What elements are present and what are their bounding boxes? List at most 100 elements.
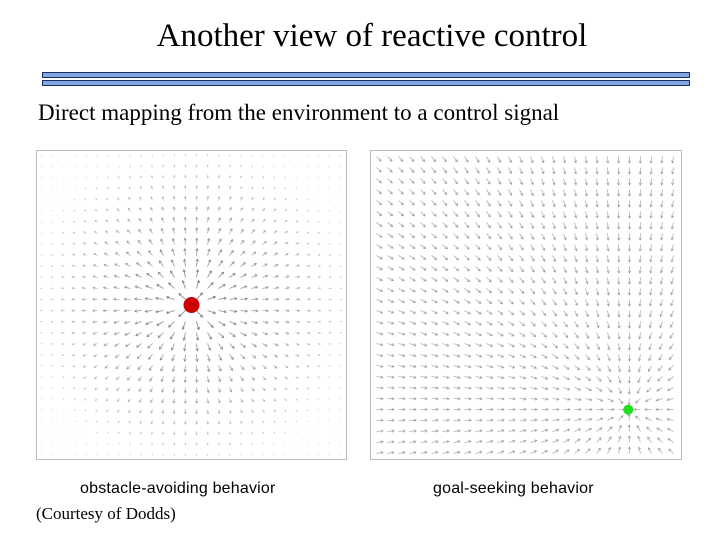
field-arrow xyxy=(530,222,534,229)
field-arrowhead xyxy=(306,420,308,422)
field-arrow xyxy=(671,211,674,218)
field-arrowhead xyxy=(306,431,308,433)
field-arrowhead xyxy=(596,303,600,307)
field-arrow xyxy=(442,451,449,454)
field-arrowhead xyxy=(206,227,210,231)
field-arrow xyxy=(530,398,538,400)
field-arrowhead xyxy=(306,453,308,455)
field-arrow xyxy=(376,167,382,173)
field-arrowhead xyxy=(468,365,472,369)
field-arrowhead xyxy=(446,407,450,412)
field-arrowhead xyxy=(318,376,321,379)
field-arrowhead xyxy=(92,264,96,267)
field-arrowhead xyxy=(262,443,264,445)
field-arrow xyxy=(475,233,481,239)
field-arrowhead xyxy=(476,170,480,174)
field-arrowhead xyxy=(128,432,131,435)
field-arrow xyxy=(671,189,674,196)
field-arrow xyxy=(273,230,277,234)
field-arrow xyxy=(398,288,405,292)
field-arrowhead xyxy=(476,214,480,218)
field-arrow xyxy=(497,451,504,454)
field-arrowhead xyxy=(457,386,461,390)
field-arrow xyxy=(251,186,254,190)
field-arrow xyxy=(647,376,652,383)
field-arrowhead xyxy=(490,407,494,412)
field-arrow xyxy=(409,299,416,303)
field-arrow xyxy=(317,210,320,212)
field-arrow xyxy=(585,418,592,421)
field-arrowhead xyxy=(402,397,406,401)
field-arrow xyxy=(530,178,534,185)
field-arrowhead xyxy=(136,250,140,254)
field-arrowhead xyxy=(72,376,75,379)
field-arrowhead xyxy=(103,331,107,335)
field-arrowhead xyxy=(172,195,176,199)
field-arrow xyxy=(596,343,600,350)
field-arrow xyxy=(62,232,65,234)
field-arrowhead xyxy=(573,171,578,175)
field-arrowhead xyxy=(173,454,176,457)
field-arrow xyxy=(306,398,309,401)
field-arrowhead xyxy=(617,259,621,263)
field-arrow xyxy=(40,354,43,356)
field-arrow xyxy=(453,365,460,368)
field-arrowhead xyxy=(522,355,527,358)
field-arrowhead xyxy=(118,175,120,178)
field-arrowhead xyxy=(62,387,64,389)
field-arrowhead xyxy=(273,443,275,445)
field-arrow xyxy=(508,321,514,326)
field-arrow xyxy=(431,441,438,443)
field-arrowhead xyxy=(617,171,621,175)
field-arrow xyxy=(409,354,416,357)
field-arrowhead xyxy=(339,409,342,411)
field-arrow xyxy=(95,187,98,190)
field-arrowhead xyxy=(576,448,581,452)
field-arrow xyxy=(607,332,610,339)
field-arrow xyxy=(339,376,341,378)
field-arrowhead xyxy=(534,407,538,412)
field-arrow xyxy=(85,420,87,422)
field-arrowhead xyxy=(195,269,200,273)
field-arrowhead xyxy=(263,354,268,358)
field-arrowhead xyxy=(413,451,417,455)
field-arrowhead xyxy=(669,346,673,350)
field-arrowhead xyxy=(123,309,127,313)
field-arrowhead xyxy=(531,247,535,251)
field-arrowhead xyxy=(339,221,342,223)
field-arrowhead xyxy=(638,204,642,208)
field-arrow xyxy=(387,310,394,314)
field-arrow xyxy=(229,376,233,382)
field-arrow xyxy=(650,233,652,240)
field-arrowhead xyxy=(627,160,632,164)
field-arrow xyxy=(273,155,275,157)
field-arrowhead xyxy=(317,409,320,411)
field-arrowhead xyxy=(51,210,54,212)
field-arrowhead xyxy=(478,311,482,315)
field-arrow xyxy=(52,155,54,157)
field-arrowhead xyxy=(328,155,330,157)
field-arrowhead xyxy=(96,453,98,456)
field-arrowhead xyxy=(82,354,86,357)
field-arrow xyxy=(135,332,142,336)
field-arrow xyxy=(62,210,65,212)
field-arrow xyxy=(339,232,341,234)
field-arrowhead xyxy=(606,171,610,175)
field-arrowhead xyxy=(222,284,226,287)
field-arrow xyxy=(530,321,536,327)
field-arrowhead xyxy=(552,225,556,230)
field-arrow xyxy=(218,398,221,403)
field-arrow xyxy=(240,229,244,234)
field-arrowhead xyxy=(61,253,64,256)
field-arrowhead xyxy=(206,389,210,394)
field-arrow xyxy=(251,176,253,179)
field-arrow xyxy=(420,233,426,239)
field-arrow xyxy=(41,442,43,444)
field-arrowhead xyxy=(531,258,535,262)
field-arrowhead xyxy=(207,259,211,263)
field-arrowhead xyxy=(552,236,556,241)
field-arrowhead xyxy=(40,243,42,245)
field-arrowhead xyxy=(479,375,483,380)
field-arrowhead xyxy=(655,407,659,412)
field-arrowhead xyxy=(160,379,164,383)
